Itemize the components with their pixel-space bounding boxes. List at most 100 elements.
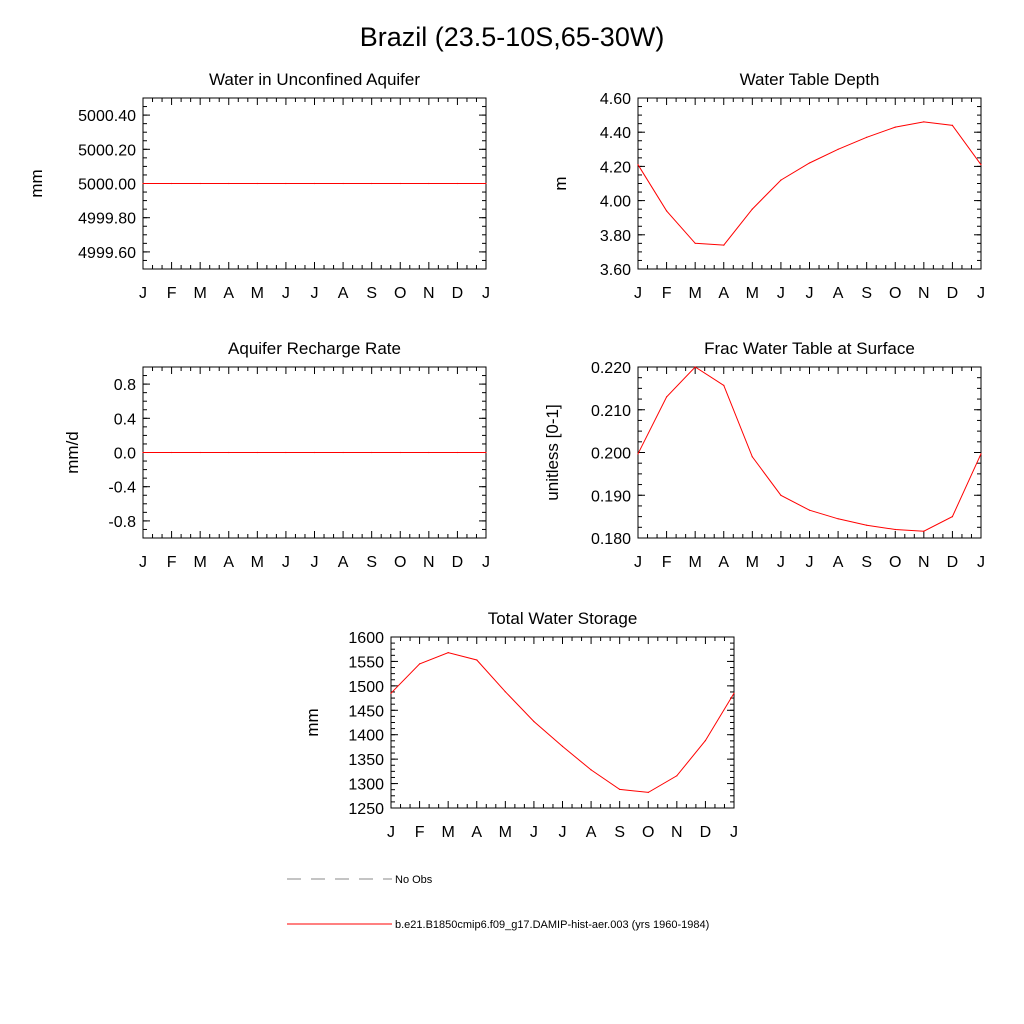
series-line <box>390 652 735 793</box>
x-tick-label: J <box>634 285 642 302</box>
x-tick-label: J <box>282 554 290 571</box>
x-tick-label: D <box>452 554 464 571</box>
x-tick-label: D <box>947 285 959 302</box>
data-point <box>676 775 678 777</box>
x-tick-label: J <box>482 554 490 571</box>
x-tick-label: M <box>194 285 207 302</box>
x-tick-label: F <box>662 554 672 571</box>
data-point <box>751 208 753 210</box>
x-tick-label: M <box>251 285 264 302</box>
x-tick-label: J <box>282 285 290 302</box>
y-tick-label: 4.00 <box>600 194 631 211</box>
x-tick-label: M <box>442 824 455 841</box>
y-axis-label: unitless [0-1] <box>543 404 562 500</box>
data-point <box>456 451 458 454</box>
panel-title: Water in Unconfined Aquifer <box>209 70 420 89</box>
y-tick-label: 5000.40 <box>78 108 136 125</box>
x-tick-label: J <box>730 824 738 841</box>
data-point <box>142 451 144 454</box>
x-tick-label: A <box>586 824 597 841</box>
data-point <box>980 164 982 166</box>
x-tick-label: J <box>482 285 490 302</box>
data-point <box>313 182 316 185</box>
data-point <box>666 396 668 398</box>
x-tick-label: S <box>614 824 625 841</box>
x-tick-label: J <box>634 554 642 571</box>
x-tick-label: J <box>977 554 985 571</box>
data-point <box>228 182 230 185</box>
x-tick-label: A <box>833 285 844 302</box>
data-point <box>647 791 649 794</box>
data-point <box>199 182 201 185</box>
x-tick-label: A <box>718 285 729 302</box>
data-point <box>399 451 401 454</box>
series-line <box>637 121 982 246</box>
data-point <box>694 242 696 244</box>
x-tick-label: O <box>889 554 901 571</box>
data-point <box>866 136 868 138</box>
y-tick-label: 0.220 <box>591 360 631 377</box>
x-tick-label: M <box>746 285 759 302</box>
data-point <box>285 182 287 185</box>
data-point <box>561 745 564 748</box>
data-point <box>723 384 725 386</box>
x-tick-label: S <box>366 554 377 571</box>
x-tick-label: A <box>223 285 234 302</box>
x-tick-label: F <box>415 824 425 841</box>
data-point <box>371 182 373 185</box>
x-tick-label: J <box>777 554 785 571</box>
x-tick-label: N <box>423 285 435 302</box>
y-tick-label: 1300 <box>348 777 384 794</box>
data-point <box>923 530 925 532</box>
data-point <box>142 182 144 185</box>
data-point <box>780 494 782 496</box>
y-tick-label: 0.200 <box>591 446 631 463</box>
panel-title: Aquifer Recharge Rate <box>228 339 401 358</box>
y-tick-label: -0.8 <box>108 514 136 531</box>
data-point <box>256 451 258 454</box>
x-tick-label: D <box>452 285 464 302</box>
data-point <box>723 244 725 246</box>
data-point <box>751 456 753 458</box>
data-point <box>390 692 392 694</box>
plot-frame <box>637 97 982 270</box>
y-tick-label: 1450 <box>348 703 384 720</box>
data-point <box>504 691 506 693</box>
figure-title: Brazil (23.5-10S,65-30W) <box>359 22 665 52</box>
data-point <box>866 524 868 526</box>
data-point <box>171 451 173 454</box>
x-tick-label: A <box>223 554 234 571</box>
data-point <box>419 663 421 665</box>
x-tick-label: F <box>167 285 177 302</box>
x-tick-label: J <box>806 285 814 302</box>
data-point <box>371 451 373 454</box>
x-tick-label: J <box>977 285 985 302</box>
y-tick-label: 0.210 <box>591 403 631 420</box>
y-tick-label: 4.20 <box>600 159 631 176</box>
x-tick-label: D <box>700 824 712 841</box>
x-tick-label: M <box>194 554 207 571</box>
x-tick-label: S <box>861 285 872 302</box>
data-point <box>637 164 639 166</box>
x-tick-label: J <box>311 554 319 571</box>
data-point <box>313 451 316 454</box>
y-tick-label: 0.180 <box>591 531 631 548</box>
y-tick-label: 4.60 <box>600 91 631 108</box>
x-tick-label: N <box>918 285 930 302</box>
x-tick-label: J <box>139 554 147 571</box>
x-tick-label: O <box>394 554 406 571</box>
y-axis-label: mm/d <box>63 431 82 474</box>
data-point <box>447 652 449 654</box>
data-point <box>228 451 230 454</box>
legend: No Obs b.e21.B1850cmip6.f09_g17.DAMIP-hi… <box>287 874 709 931</box>
data-point <box>980 453 982 455</box>
y-axis-label: mm <box>27 169 46 197</box>
x-tick-label: M <box>499 824 512 841</box>
y-tick-label: 1250 <box>348 801 384 818</box>
data-point <box>456 182 458 185</box>
